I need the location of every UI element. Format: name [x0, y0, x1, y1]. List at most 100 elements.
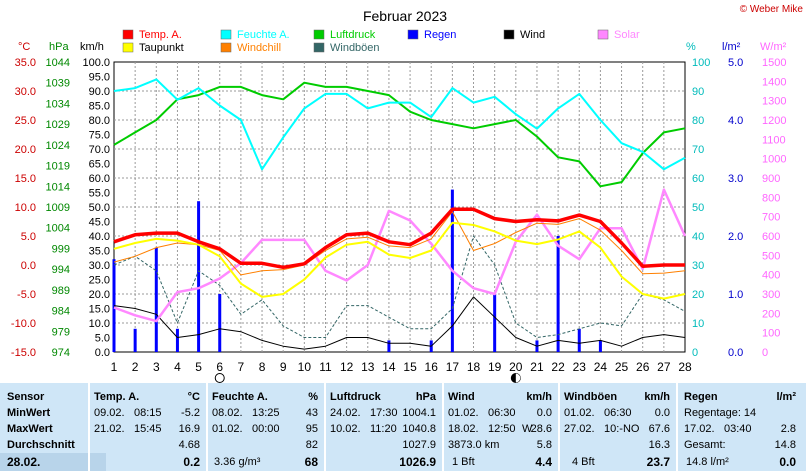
gust-column: Windböen km/h 01.02. 06:30 0.0 27.02. 10…	[560, 383, 676, 471]
humidity-min-date: 08.02.	[212, 407, 243, 419]
rain-header: Regen	[684, 391, 718, 403]
day-tick-label: 4	[174, 360, 181, 374]
pressure-tick-label: 1039	[46, 78, 70, 90]
temp-tick-label: -15.0	[11, 347, 36, 359]
pressure-min-time: 17:30	[370, 407, 398, 419]
minwert-label: MinWert	[7, 407, 51, 419]
wind-column: Wind km/h 01.02. 06:30 0.0 18.02. 12:50 …	[444, 383, 558, 471]
gust-unit: km/h	[644, 391, 670, 403]
series-line-feuchte-a-	[113, 78, 686, 171]
gust-header: Windböen	[564, 391, 618, 403]
current-date-box	[0, 453, 106, 471]
solar-tick-label: 700	[762, 212, 780, 224]
wind-tick-label: 40.0	[89, 231, 110, 243]
rain-days: Regentage: 14	[684, 407, 757, 419]
solar-tick-label: 100	[762, 328, 780, 340]
temp-tick-label: 30.0	[15, 86, 36, 98]
temp-tick-label: 10.0	[15, 202, 36, 214]
solar-tick-label: 1100	[762, 134, 786, 146]
wind-min-value: 0.0	[536, 407, 552, 419]
day-tick-label: 16	[425, 360, 439, 374]
humidity-max-date: 01.02.	[212, 423, 243, 435]
current-date: 28.02.	[7, 455, 41, 469]
gust-today: 23.7	[646, 455, 670, 469]
maxwert-label: MaxWert	[7, 423, 53, 435]
rain-max-value: 2.8	[780, 423, 796, 435]
rain-bar	[598, 340, 602, 352]
pressure-tick-label: 994	[52, 264, 70, 276]
legend-swatch	[313, 29, 325, 40]
temp-min-time: 08:15	[134, 407, 162, 419]
humidity-tick-label: 80	[692, 115, 704, 127]
divider	[324, 383, 326, 471]
temp-axis-unit: °C	[18, 41, 30, 53]
humidity-tick-label: 100	[692, 57, 710, 69]
temp-tick-label: 25.0	[15, 115, 36, 127]
day-tick-label: 24	[594, 360, 608, 374]
humidity-average: 82	[305, 439, 318, 451]
rain-bar	[197, 201, 201, 352]
humidity-tick-label: 50	[692, 202, 704, 214]
legend-label: Wind	[520, 29, 545, 41]
temp-min-date: 09.02.	[94, 407, 125, 419]
legend-label: Solar	[614, 29, 640, 41]
wind-tick-label: 90.0	[89, 86, 110, 98]
temp-today: 0.2	[183, 455, 200, 469]
day-tick-label: 13	[361, 360, 375, 374]
series-line-windchill	[113, 211, 686, 276]
day-tick-label: 15	[403, 360, 417, 374]
legend-swatch	[313, 42, 325, 53]
rain-tick-label: 3.0	[728, 173, 743, 185]
humidity-tick-label: 70	[692, 144, 704, 156]
divider	[676, 383, 678, 471]
legend-label: Windböen	[330, 42, 380, 54]
humidity-min-time: 13:25	[252, 407, 280, 419]
solar-tick-label: 1000	[762, 154, 786, 166]
wind-tick-label: 100.0	[82, 57, 110, 69]
pressure-tick-label: 1034	[46, 98, 70, 110]
series-line-solar	[113, 188, 687, 323]
rain-total-value: 14.8	[774, 439, 796, 451]
temp-max-time: 15:45	[134, 423, 162, 435]
gust-min-time: 06:30	[604, 407, 632, 419]
day-tick-label: 18	[467, 360, 481, 374]
wind-distance: 3873.0 km	[448, 439, 500, 451]
solar-tick-label: 1200	[762, 115, 786, 127]
day-tick-label: 5	[195, 360, 202, 374]
wind-max-time: 12:50	[488, 423, 516, 435]
rain-max-date: 17.02.	[684, 423, 715, 435]
day-tick-label: 25	[615, 360, 629, 374]
day-tick-label: 14	[382, 360, 396, 374]
solar-tick-label: 1300	[762, 96, 786, 108]
legend-label: Windchill	[237, 42, 281, 54]
divider	[206, 383, 208, 471]
pressure-unit: hPa	[415, 391, 436, 403]
weather-chart: Februar 2023 © Weber Mike Temp. A. Feuchte …	[11, 4, 804, 383]
series-line-wind	[113, 296, 686, 350]
credit-label: © Weber Mike	[740, 4, 804, 15]
day-tick-label: 12	[340, 360, 354, 374]
solar-tick-label: 600	[762, 231, 780, 243]
stats-panel: Sensor MinWert MaxWert Durchschnitt 28.0…	[0, 383, 806, 471]
pressure-tick-label: 974	[52, 347, 70, 359]
wind-tick-label: 25.0	[89, 275, 110, 287]
rain-bar	[175, 328, 179, 352]
rain-tick-label: 1.0	[728, 289, 743, 301]
wind-tick-label: 75.0	[89, 130, 110, 142]
wind-today: 4.4	[535, 455, 552, 469]
pressure-max-value: 1040.8	[402, 423, 436, 435]
wind-tick-label: 30.0	[89, 260, 110, 272]
legend-label: Regen	[424, 29, 456, 41]
solar-tick-label: 900	[762, 173, 780, 185]
temp-max-date: 21.02.	[94, 423, 125, 435]
pressure-tick-label: 1024	[46, 140, 70, 152]
durchschnitt-label: Durchschnitt	[7, 439, 75, 451]
rain-tick-label: 0.0	[728, 347, 743, 359]
pressure-today: 1026.9	[399, 455, 436, 469]
wind-max-date: 18.02.	[448, 423, 479, 435]
solar-tick-label: 1500	[762, 57, 786, 69]
temp-tick-label: -10.0	[11, 318, 36, 330]
day-tick-label: 20	[509, 360, 523, 374]
day-tick-label: 1	[111, 360, 118, 374]
humidity-column: Feuchte A. % 08.02. 13:25 43 01.02. 00:0…	[208, 383, 324, 471]
